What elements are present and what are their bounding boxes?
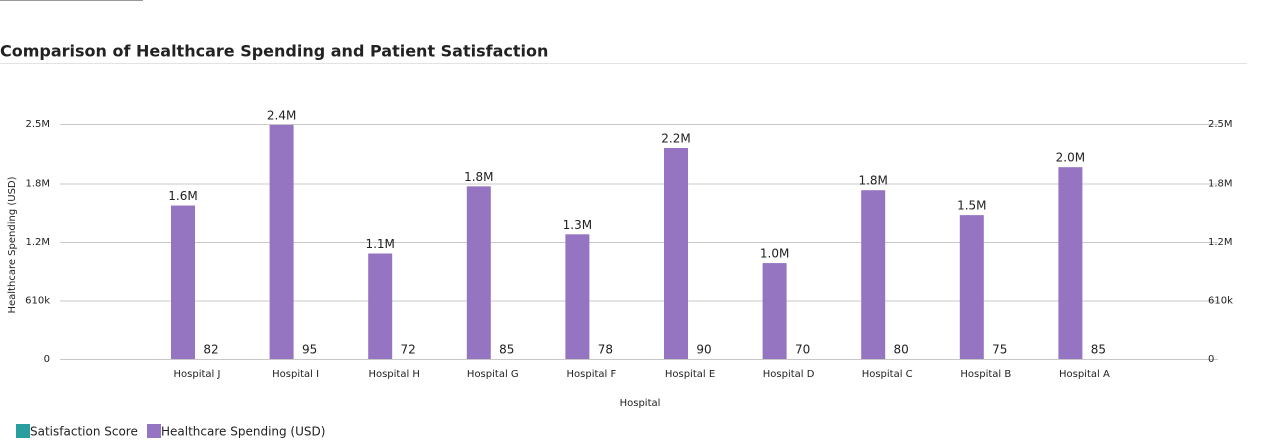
- y-tick-label: 610k: [25, 295, 50, 306]
- bar: [959, 215, 984, 359]
- data-label: 85: [499, 342, 514, 356]
- y2-tick-label: 610k: [1208, 295, 1233, 306]
- data-label: 1.0M: [760, 247, 789, 261]
- data-label: 2.2M: [661, 131, 690, 145]
- data-label: 80: [894, 342, 909, 356]
- legend-label: Satisfaction Score: [30, 425, 138, 439]
- bar: [368, 253, 393, 359]
- data-label: 72: [401, 342, 416, 356]
- y-tick-label: 1.2M: [25, 237, 50, 248]
- x-axis-title: Hospital: [620, 398, 661, 409]
- y-axis-title: Healthcare Spending (USD): [7, 176, 18, 313]
- data-label: 1.1M: [365, 237, 394, 251]
- data-label: 1.6M: [168, 189, 197, 203]
- data-label: 70: [795, 342, 810, 356]
- data-label: 2.0M: [1056, 151, 1085, 165]
- y-tick-label: 2.5M: [25, 119, 50, 130]
- bar: [466, 186, 491, 359]
- data-label: 75: [992, 342, 1007, 356]
- data-label: 95: [302, 342, 317, 356]
- x-tick-label: Hospital C: [862, 369, 913, 380]
- bar: [171, 205, 195, 359]
- x-tick-label: Hospital G: [467, 369, 519, 380]
- data-label: 78: [598, 342, 613, 356]
- y2-tick-label: 1.8M: [1208, 178, 1233, 189]
- data-label: 2.4M: [267, 108, 296, 122]
- y2-tick-label: 0: [1208, 354, 1214, 365]
- x-tick-label: Hospital H: [368, 369, 420, 380]
- y2-tick-label: 1.2M: [1208, 237, 1233, 248]
- x-tick-label: Hospital B: [960, 369, 1011, 380]
- x-tick-label: Hospital D: [763, 369, 815, 380]
- legend-swatch: [16, 424, 30, 438]
- data-label: 82: [203, 342, 218, 356]
- y-tick-label: 0: [44, 354, 50, 365]
- x-tick-label: Hospital F: [567, 369, 617, 380]
- x-tick-label: Hospital J: [174, 369, 221, 380]
- x-tick-label: Hospital E: [665, 369, 715, 380]
- y2-tick-label: 2.5M: [1208, 119, 1233, 130]
- data-label: 1.5M: [957, 199, 986, 213]
- bar: [762, 263, 787, 359]
- legend-swatch: [147, 424, 161, 438]
- data-label: 90: [696, 342, 711, 356]
- bar: [1058, 167, 1083, 359]
- data-label: 1.3M: [563, 218, 592, 232]
- bar: [664, 147, 688, 359]
- chart-title: Comparison of Healthcare Spending and Pa…: [0, 42, 548, 61]
- legend-label: Healthcare Spending (USD): [161, 425, 325, 439]
- bar: [861, 190, 886, 359]
- y-tick-label: 1.8M: [25, 178, 50, 189]
- data-label: 1.8M: [464, 170, 493, 184]
- bar: [565, 234, 590, 359]
- bar: [269, 124, 294, 359]
- x-tick-label: Hospital A: [1059, 369, 1110, 380]
- x-tick-label: Hospital I: [272, 369, 319, 380]
- data-label: 85: [1091, 342, 1106, 356]
- data-label: 1.8M: [858, 174, 887, 188]
